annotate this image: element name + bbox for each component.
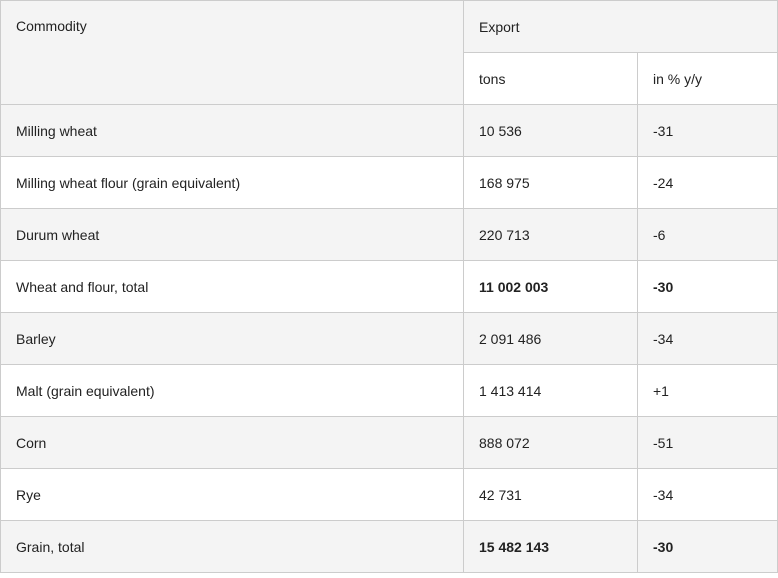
percent-change-cell: -24 [637, 156, 778, 209]
table-body: Milling wheat 10 536 -31 Milling wheat flou… [0, 104, 778, 573]
tons-cell: 220 713 [463, 208, 638, 261]
table-row: Barley 2 091 486 -34 [0, 312, 778, 365]
table-row: Milling wheat 10 536 -31 [0, 104, 778, 157]
commodity-cell: Durum wheat [0, 208, 464, 261]
table-row: Wheat and flour, total 11 002 003 -30 [0, 260, 778, 313]
table-header: Commodity Export tons in % y/y [0, 0, 778, 105]
tons-cell: 10 536 [463, 104, 638, 157]
header-row-1: Commodity Export [0, 0, 778, 105]
percent-column-header: in % y/y [637, 52, 778, 105]
percent-change-cell: +1 [637, 364, 778, 417]
export-column-header: Export [463, 0, 778, 53]
percent-change-cell: -51 [637, 416, 778, 469]
tons-cell: 2 091 486 [463, 312, 638, 365]
tons-cell: 42 731 [463, 468, 638, 521]
tons-cell: 888 072 [463, 416, 638, 469]
commodity-cell: Milling wheat [0, 104, 464, 157]
commodity-cell: Malt (grain equivalent) [0, 364, 464, 417]
percent-change-cell: -34 [637, 468, 778, 521]
table-row: Corn 888 072 -51 [0, 416, 778, 469]
table-row: Malt (grain equivalent) 1 413 414 +1 [0, 364, 778, 417]
tons-cell: 168 975 [463, 156, 638, 209]
percent-change-cell: -34 [637, 312, 778, 365]
percent-change-cell: -31 [637, 104, 778, 157]
tons-cell: 11 002 003 [463, 260, 638, 313]
table-row: Durum wheat 220 713 -6 [0, 208, 778, 261]
commodity-cell: Rye [0, 468, 464, 521]
percent-change-cell: -30 [637, 260, 778, 313]
commodity-cell: Grain, total [0, 520, 464, 573]
commodity-cell: Milling wheat flour (grain equivalent) [0, 156, 464, 209]
table-row: Milling wheat flour (grain equivalent) 16… [0, 156, 778, 209]
table-row: Grain, total 15 482 143 -30 [0, 520, 778, 573]
commodity-column-header: Commodity [0, 0, 464, 105]
commodity-cell: Wheat and flour, total [0, 260, 464, 313]
table-row: Rye 42 731 -34 [0, 468, 778, 521]
commodity-cell: Corn [0, 416, 464, 469]
tons-cell: 1 413 414 [463, 364, 638, 417]
percent-change-cell: -6 [637, 208, 778, 261]
header-row-2: tons in % y/y [1, 52, 778, 105]
percent-change-cell: -30 [637, 520, 778, 573]
commodity-cell: Barley [0, 312, 464, 365]
tons-column-header: tons [463, 52, 638, 105]
tons-cell: 15 482 143 [463, 520, 638, 573]
